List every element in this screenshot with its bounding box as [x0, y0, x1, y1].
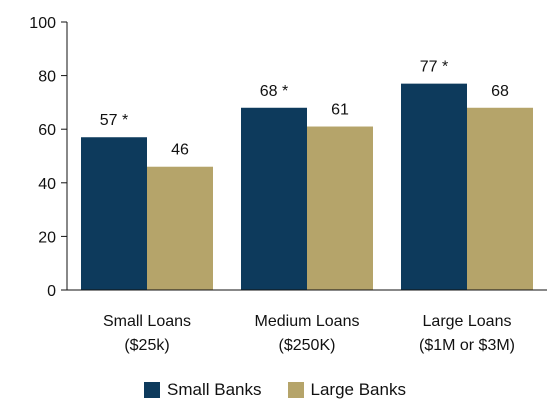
bar-chart: 0 20 40 60 80 100 57 * 46 68 * 61 77 * 68 Small Lo…	[29, 15, 547, 354]
data-label: 68	[491, 83, 509, 100]
data-label: 46	[171, 142, 189, 159]
y-tick-label: 100	[29, 15, 56, 32]
x-tick-label: ($250K)	[279, 337, 336, 354]
bar	[401, 83, 467, 290]
data-label: 77 *	[420, 59, 448, 76]
data-label: 68 *	[260, 83, 288, 100]
x-tick-label: Large Loans	[423, 313, 512, 330]
data-label: 57 *	[100, 112, 128, 129]
legend-item-large-banks: Large Banks	[287, 380, 406, 400]
y-axis: 0 20 40 60 80 100	[29, 15, 68, 300]
bar	[241, 107, 307, 290]
legend-label-small-banks: Small Banks	[167, 380, 262, 399]
y-tick-label: 60	[38, 122, 56, 139]
bars: 57 * 46 68 * 61 77 * 68	[81, 59, 533, 291]
y-tick-label: 80	[38, 69, 56, 86]
bar	[307, 126, 373, 291]
x-axis: Small Loans ($25k) Medium Loans ($250K) Larg…	[67, 289, 547, 354]
data-label: 61	[331, 102, 349, 119]
y-tick-label: 40	[38, 176, 56, 193]
x-tick-label: Medium Loans	[255, 313, 360, 330]
bar	[81, 137, 147, 290]
x-tick-label: Small Loans	[103, 313, 191, 330]
x-tick-label: ($25k)	[124, 337, 169, 354]
legend-label-large-banks: Large Banks	[310, 380, 406, 399]
legend-swatch-small-banks	[144, 382, 161, 398]
legend-item-small-banks: Small Banks	[144, 380, 262, 400]
legend-swatch-large-banks	[287, 382, 304, 398]
y-tick-label: 0	[47, 283, 56, 300]
x-tick-label: ($1M or $3M)	[419, 337, 515, 354]
y-tick-label: 20	[38, 229, 56, 246]
legend: Small Banks Large Banks	[0, 380, 550, 400]
bar	[467, 107, 533, 290]
bar	[147, 166, 213, 290]
